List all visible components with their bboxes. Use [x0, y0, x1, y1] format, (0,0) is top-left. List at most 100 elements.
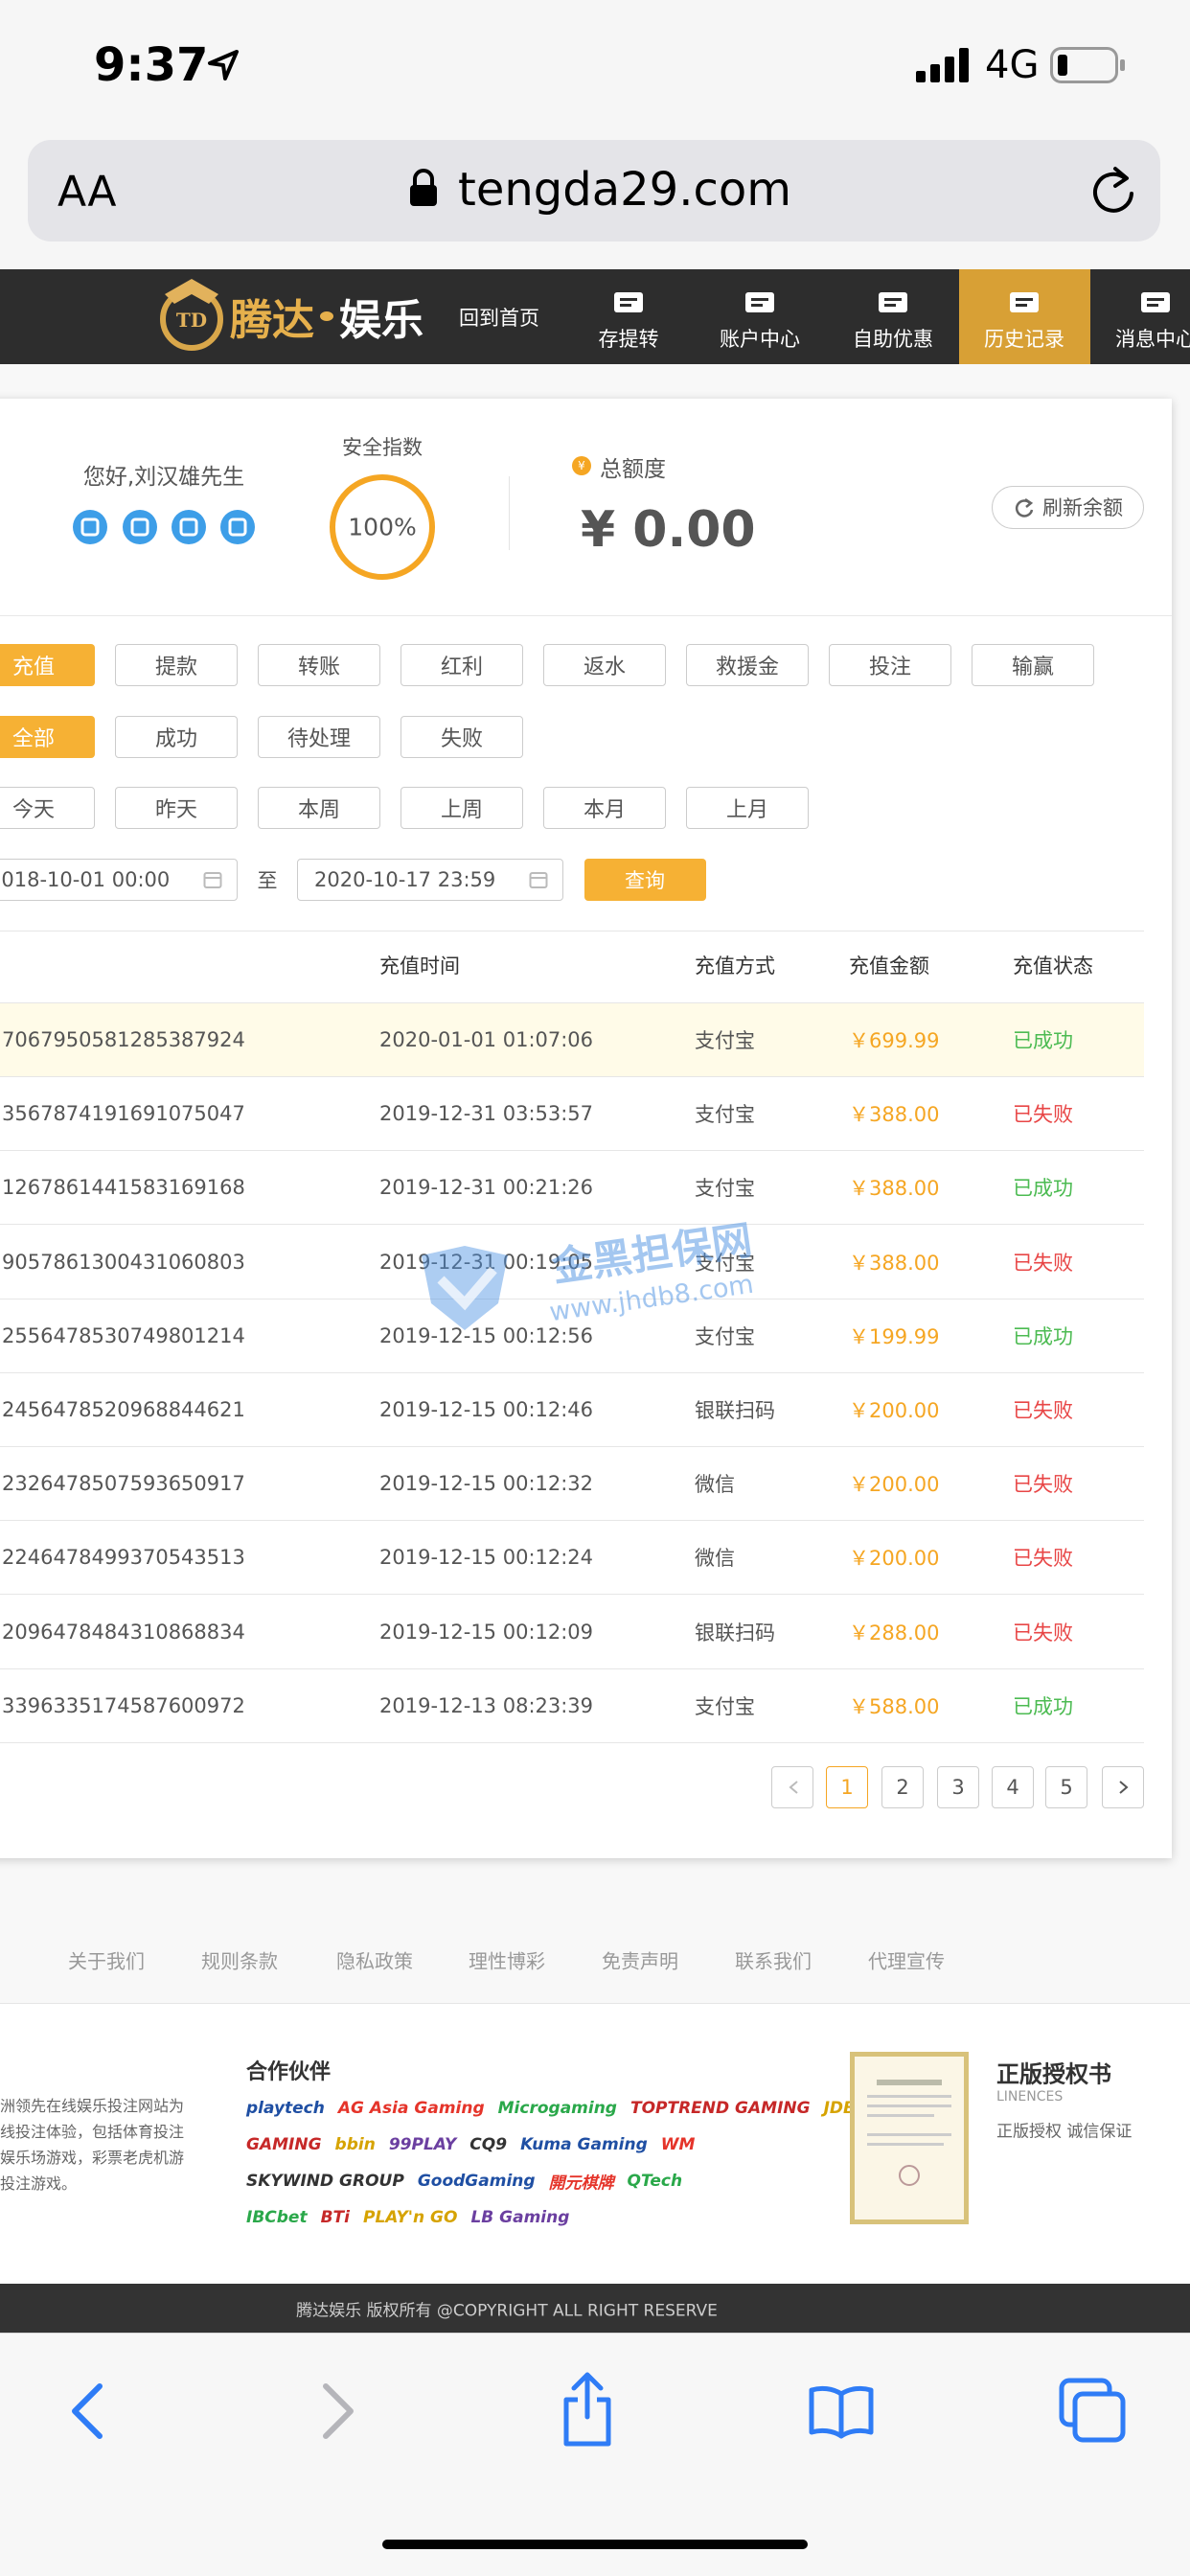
date-input[interactable] [0, 859, 238, 901]
filter-tab-label[interactable]: 本周 [297, 798, 341, 822]
footer-link[interactable]: 规则条款 [201, 1949, 278, 1973]
next-icon[interactable] [1118, 1780, 1130, 1795]
filter-tab[interactable] [829, 644, 951, 686]
filter-tab-label[interactable]: 上周 [440, 798, 484, 822]
brand[interactable]: 腾达 娱乐 [230, 286, 423, 347]
table-cell: 2019-12-31 03:53:57 [379, 1102, 594, 1126]
location-icon [208, 50, 239, 80]
filter-tab-label[interactable]: 充值 [11, 656, 56, 679]
filter-tab[interactable] [972, 644, 1094, 686]
filter-tab[interactable] [115, 644, 238, 686]
filter-tab[interactable] [258, 644, 380, 686]
filter-tab-label[interactable]: 失败 [440, 727, 484, 751]
filter-tab[interactable] [258, 716, 380, 758]
footer-link[interactable]: 理性博彩 [469, 1949, 545, 1973]
nav-icon[interactable] [744, 289, 775, 314]
page-number[interactable]: 1 [840, 1776, 854, 1799]
filter-tab-label[interactable]: 昨天 [154, 798, 198, 822]
page-button[interactable] [992, 1766, 1034, 1808]
filter-tab-label[interactable]: 本月 [583, 798, 627, 822]
table-cell: 9057861300431060803 [2, 1250, 245, 1274]
filter-tab[interactable] [400, 787, 523, 829]
filter-tab-label[interactable]: 转账 [297, 656, 341, 679]
filter-tab[interactable] [543, 644, 666, 686]
bookmarks-button[interactable] [808, 2384, 875, 2439]
prev-icon[interactable] [788, 1780, 799, 1795]
table-row [0, 1225, 1144, 1300]
forward-button[interactable] [318, 2382, 356, 2440]
refresh-label[interactable]: 刷新余额 [1042, 496, 1123, 519]
url[interactable]: tengda29.com [458, 163, 791, 217]
account-icon[interactable] [122, 509, 158, 545]
filter-tab-label[interactable]: 提款 [154, 656, 198, 679]
filter-tab-label[interactable]: 返水 [583, 656, 627, 679]
filter-tab-label[interactable]: 待处理 [286, 727, 352, 751]
filter-tab[interactable] [686, 787, 809, 829]
account-icon[interactable] [171, 509, 207, 545]
footer-link[interactable]: 联系我们 [735, 1949, 812, 1973]
page-button[interactable] [1102, 1766, 1144, 1808]
nav-icon[interactable] [613, 289, 644, 314]
footer-link[interactable]: 代理宣传 [868, 1949, 945, 1973]
filter-tab[interactable] [0, 787, 95, 829]
column-header: 充值时间 [379, 954, 460, 978]
filter-tab[interactable] [0, 644, 95, 686]
footer-link[interactable]: 隐私政策 [336, 1949, 413, 1973]
nav-item[interactable]: 存提转 [598, 328, 659, 351]
filter-tab[interactable] [686, 644, 809, 686]
filter-tab-label[interactable]: 上月 [725, 798, 769, 822]
nav-icon[interactable] [1140, 289, 1171, 314]
filter-tab[interactable] [115, 716, 238, 758]
nav-item[interactable]: 自助优惠 [853, 328, 933, 351]
nav-item[interactable]: 账户中心 [720, 328, 800, 351]
date-value[interactable]: 2020-10-17 23:59 [314, 868, 496, 891]
page-button[interactable] [1045, 1766, 1087, 1808]
page-number[interactable]: 5 [1060, 1776, 1073, 1799]
page-button[interactable] [771, 1766, 813, 1808]
query-button[interactable] [584, 859, 706, 901]
nav-icon[interactable] [878, 289, 908, 314]
text-size-button[interactable]: AA [57, 167, 117, 217]
filter-tab-label[interactable]: 救援金 [715, 656, 780, 679]
nav-item[interactable]: 历史记录 [984, 328, 1064, 351]
license-subtitle: LINENCES [996, 2089, 1064, 2104]
safety-label: 安全指数 [342, 436, 423, 459]
filter-tab-label[interactable]: 投注 [868, 656, 912, 679]
filter-tab-label[interactable]: 红利 [440, 656, 484, 679]
filter-tab[interactable] [115, 787, 238, 829]
filter-tab-label[interactable]: 今天 [11, 798, 56, 822]
account-icon[interactable] [219, 509, 256, 545]
footer-link[interactable]: 关于我们 [68, 1949, 145, 1973]
filter-tab[interactable] [0, 716, 95, 758]
date-value[interactable]: 2018-10-01 00:00 [0, 868, 171, 891]
filter-tab[interactable] [400, 716, 523, 758]
reload-icon[interactable] [1092, 165, 1136, 215]
home-link[interactable]: 回到首页 [459, 307, 539, 330]
query-label[interactable]: 查询 [625, 869, 665, 892]
filter-tab[interactable] [400, 644, 523, 686]
footer-link[interactable]: 免责声明 [602, 1949, 678, 1973]
tabs-button[interactable] [1058, 2377, 1127, 2444]
page-button[interactable] [881, 1766, 924, 1808]
page-number[interactable]: 4 [1006, 1776, 1019, 1799]
back-button[interactable] [69, 2382, 107, 2440]
table-cell: 支付宝 [695, 1177, 755, 1201]
copyright: 腾达娱乐 版权所有 @COPYRIGHT ALL RIGHT RESERVE [296, 2301, 718, 2321]
page-number[interactable]: 3 [951, 1776, 965, 1799]
share-button[interactable] [561, 2371, 614, 2448]
filter-tab-label[interactable]: 全部 [11, 727, 56, 751]
filter-tab-label[interactable]: 输赢 [1011, 656, 1055, 679]
page-number[interactable]: 2 [896, 1776, 909, 1799]
page-button[interactable] [826, 1766, 868, 1808]
column-header: 充值状态 [1013, 954, 1093, 978]
date-input[interactable] [297, 859, 563, 901]
filter-tab-label[interactable]: 成功 [154, 727, 198, 751]
filter-tab[interactable] [543, 787, 666, 829]
nav-icon[interactable] [1009, 289, 1040, 314]
filter-tab[interactable] [258, 787, 380, 829]
account-icon[interactable] [72, 509, 108, 545]
page-button[interactable] [937, 1766, 979, 1808]
calendar-icon [203, 872, 222, 888]
nav-item[interactable]: 消息中心 [1115, 328, 1190, 351]
address-bar[interactable] [28, 140, 1160, 242]
